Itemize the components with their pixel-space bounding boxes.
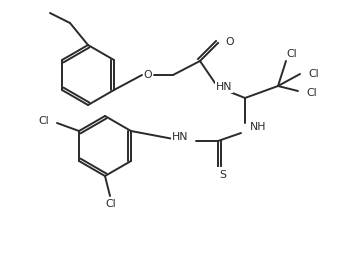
Text: Cl: Cl (286, 49, 297, 59)
Text: Cl: Cl (306, 88, 316, 98)
Text: Cl: Cl (106, 199, 116, 209)
Text: S: S (219, 170, 226, 180)
Text: O: O (144, 70, 152, 80)
Text: Cl: Cl (38, 116, 49, 126)
Text: NH: NH (250, 122, 266, 132)
Text: O: O (225, 37, 234, 47)
Text: HN: HN (216, 82, 232, 92)
Text: Cl: Cl (308, 69, 319, 79)
Text: HN: HN (171, 132, 188, 142)
